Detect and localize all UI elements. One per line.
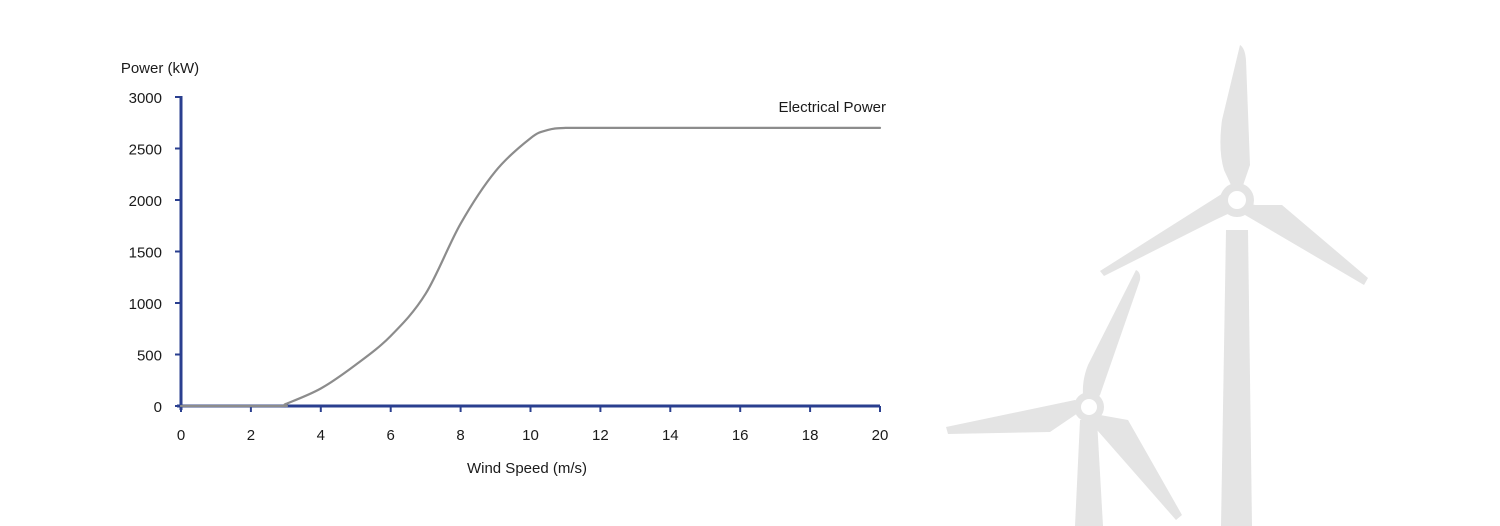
wind-turbines-icon <box>946 45 1368 526</box>
x-tick-label: 0 <box>177 427 185 444</box>
x-tick-label: 18 <box>802 427 819 444</box>
series-line-electrical-power <box>179 126 882 408</box>
x-axis-title: Wind Speed (m/s) <box>467 460 587 477</box>
y-tick-label: 0 <box>154 399 162 416</box>
y-tick-label: 1500 <box>129 245 162 262</box>
x-tick-label: 10 <box>522 427 539 444</box>
x-tick-label: 12 <box>592 427 609 444</box>
y-axis-ticks: 0 500 1000 1500 2000 2500 3000 <box>129 90 181 416</box>
x-axis-ticks: 0 2 4 6 8 10 12 14 16 18 20 <box>177 406 889 444</box>
x-tick-label: 14 <box>662 427 679 444</box>
x-tick-label: 2 <box>247 427 255 444</box>
y-tick-label: 3000 <box>129 90 162 107</box>
y-tick-label: 2000 <box>129 193 162 210</box>
x-tick-label: 16 <box>732 427 749 444</box>
series-label-electrical-power: Electrical Power <box>778 99 886 116</box>
y-tick-label: 2500 <box>129 142 162 159</box>
y-tick-label: 500 <box>137 348 162 365</box>
y-axis-title: Power (kW) <box>121 60 199 77</box>
y-tick-label: 1000 <box>129 296 162 313</box>
x-tick-label: 20 <box>872 427 889 444</box>
x-tick-label: 6 <box>387 427 395 444</box>
x-tick-label: 4 <box>317 427 325 444</box>
x-tick-label: 8 <box>456 427 464 444</box>
